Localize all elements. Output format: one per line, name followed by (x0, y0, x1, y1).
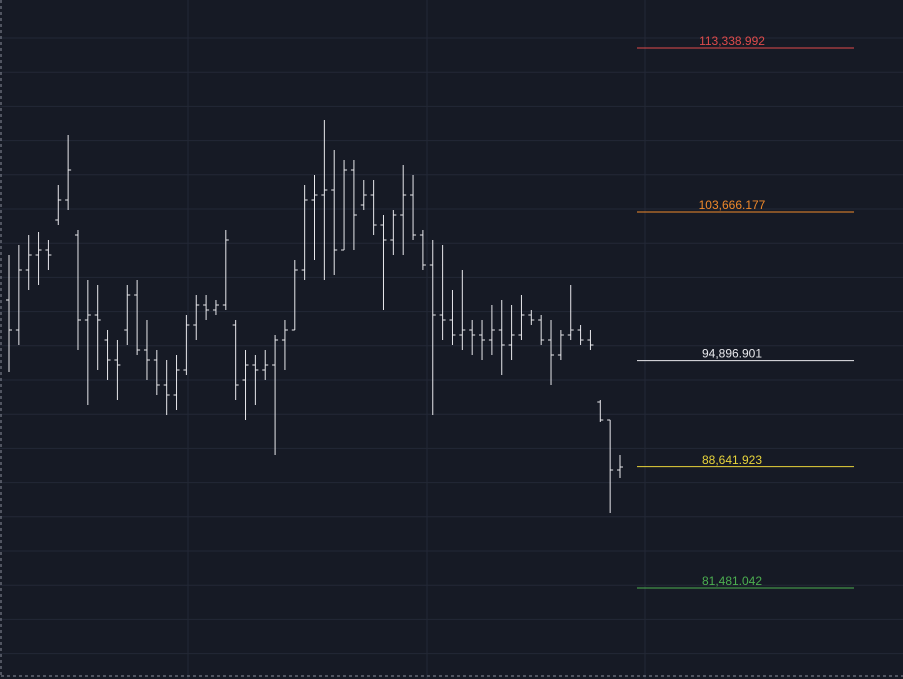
level-label: 103,666.177 (699, 198, 766, 212)
level-label: 94,896.901 (702, 347, 762, 361)
level-label: 81,481.042 (702, 574, 762, 588)
level-label: 113,338.992 (699, 34, 765, 48)
level-label: 88,641.923 (702, 453, 762, 467)
